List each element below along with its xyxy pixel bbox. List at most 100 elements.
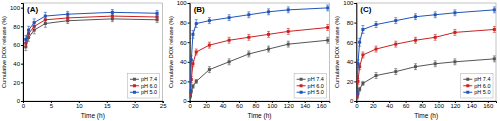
axis-line [24,102,164,104]
tick-label: 80 [419,103,426,109]
tick-label: 120 [450,103,461,109]
error-bar-cap [208,48,211,49]
error-bar-stem [190,89,191,93]
error-bar-cap [27,26,30,27]
legend-marker [133,91,136,94]
tick-label: 60 [347,40,354,46]
legend-box [461,74,493,99]
series-line [26,12,157,39]
marker [247,52,250,55]
series [24,13,158,47]
error-bar-cap [247,11,250,12]
error-bar-stem [196,49,197,55]
legend-marker [300,84,303,87]
error-bar [267,9,270,15]
error-bar-cap [191,66,194,67]
error-bar [228,59,231,65]
tick: 140 [300,101,311,109]
marker [493,8,496,11]
marker [190,90,193,93]
x-axis-title: Time (h) [81,112,105,120]
error-bar-cap [356,67,359,68]
error-bar-cap [33,33,36,34]
tick-label: 40 [220,103,227,109]
tick: 0 [183,98,189,104]
error-bar-cap [247,40,250,41]
y-axis: 020406080100 [343,0,357,104]
marker [361,53,364,56]
error-bar-cap [493,26,496,27]
legend-label: pH 7.4 [141,76,157,82]
legend-swatch [130,85,139,86]
legend-entry: pH 7.4 [463,76,490,82]
marker [190,58,193,61]
error-bar [414,64,417,70]
error-bar-cap [326,43,329,44]
legend-label: pH 7.4 [308,76,324,82]
tick: 100 [434,101,445,109]
marker [111,11,114,14]
error-bar-cap [156,19,159,20]
series [190,5,330,93]
marker [66,13,69,16]
panel-title: (A) [27,5,38,14]
error-bar-stem [209,18,210,24]
error-bar-cap [434,40,437,41]
error-bar-cap [326,24,329,25]
error-bar-cap [287,41,290,42]
error-bar [434,34,437,40]
tick-label: 80 [180,20,187,26]
error-bar-cap [326,4,329,5]
series-line [190,8,327,91]
error-bar-cap [111,16,114,17]
error-bar-stem [288,41,289,47]
marker [191,33,194,36]
legend-swatch [297,79,306,80]
error-bar [195,49,198,55]
marker [375,74,378,77]
marker [195,80,198,83]
error-bar [247,34,250,40]
tick: 5 [50,101,54,109]
legend-label: pH 5.0 [141,89,157,95]
error-bar-stem [395,69,396,75]
tick: 120 [450,101,461,109]
error-bar-cap [208,23,211,24]
error-bar-stem [454,59,455,65]
error-bar-stem [67,11,68,17]
marker [453,31,456,34]
tick-label: 80 [13,24,20,30]
marker [267,33,270,36]
error-bar [356,91,359,95]
error-bar-cap [358,69,361,70]
tick-mark [354,81,356,82]
error-bar [195,20,198,28]
marker [453,11,456,14]
marker [111,15,114,18]
tick-mark [354,42,356,43]
tick: 20 [347,79,357,85]
legend-marker [466,78,469,81]
error-bar-stem [229,59,230,65]
error-bar-cap [111,15,114,16]
error-bar-stem [494,56,495,62]
marker [414,65,417,68]
error-bar-cap [375,52,378,53]
error-bar-cap [190,63,193,64]
error-bar-cap [414,37,417,38]
tick-mark [354,62,356,63]
tick: 100 [10,5,23,11]
tick-label: 40 [347,59,354,65]
marker [156,12,159,15]
error-bar-stem [395,18,396,24]
tick: 10 [76,101,83,109]
tick: 20 [370,101,377,109]
marker [326,26,329,29]
tick-label: 20 [203,103,210,109]
error-bar-cap [453,15,456,16]
error-bar-cap [156,10,159,11]
series-line [357,59,494,97]
error-bar [190,89,192,93]
tick: 40 [180,59,190,65]
error-bar-stem [288,7,289,13]
